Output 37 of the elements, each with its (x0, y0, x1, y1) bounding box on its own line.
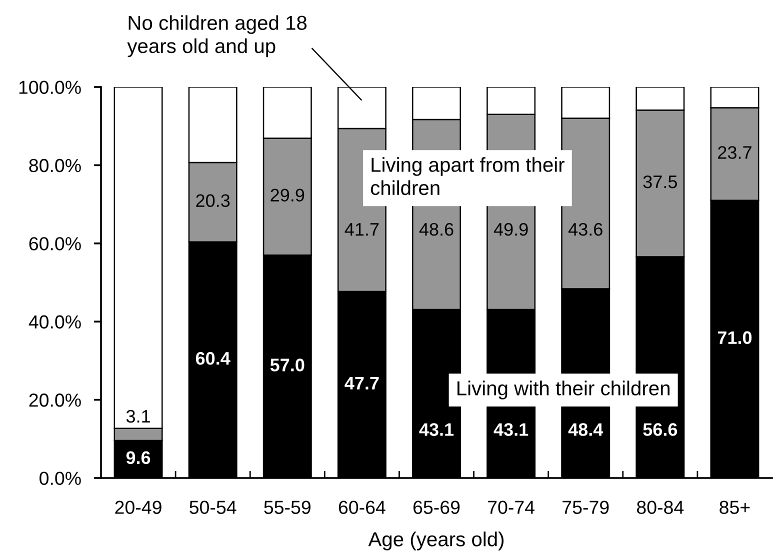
y-tick-label: 0.0% (40, 472, 81, 485)
x-axis-title: Age (years old) (368, 532, 504, 550)
y-tick-label: 80.0% (29, 158, 81, 172)
data-label: 20.3 (196, 194, 230, 207)
data-label: 37.5 (643, 175, 677, 188)
data-label: 47.7 (344, 376, 379, 390)
data-label: 43.1 (494, 423, 528, 436)
data-label: 29.9 (270, 188, 304, 202)
series-label: Living with their children (458, 380, 670, 400)
x-tick-label: 60-64 (338, 500, 386, 514)
series-label: Living apart from their children (370, 157, 564, 196)
y-tick-label: 60.0% (29, 237, 81, 250)
x-tick-label: 75-79 (562, 500, 609, 514)
data-label: 48.6 (419, 222, 454, 236)
x-tick-label: 65-69 (413, 500, 460, 514)
y-tick-label: 40.0% (28, 315, 81, 329)
y-tick-label: 100.0% (19, 80, 81, 94)
x-tick-label: 20-49 (115, 500, 162, 514)
x-tick-label: 80-84 (637, 500, 684, 514)
data-label: 57.0 (270, 358, 304, 372)
x-tick-label: 50-54 (190, 500, 236, 514)
x-tick-label: 70-74 (488, 500, 534, 514)
x-tick-label: 85+ (720, 500, 750, 514)
data-label: 43.6 (568, 222, 602, 236)
y-tick-label: 20.0% (29, 394, 81, 407)
data-label: 23.7 (718, 146, 752, 159)
data-label: 41.7 (344, 223, 379, 236)
data-label: 9.6 (126, 451, 150, 464)
data-label: 43.1 (419, 423, 454, 436)
data-label: 60.4 (196, 352, 230, 365)
data-label: 49.9 (494, 222, 528, 236)
data-label: 3.1 (126, 410, 150, 423)
data-label: 56.6 (643, 423, 678, 436)
x-tick-label: 55-59 (264, 500, 310, 514)
data-label: 48.4 (568, 423, 604, 436)
series-label: No children aged 18 years old and up (127, 15, 307, 58)
data-label: 71.0 (718, 331, 752, 344)
